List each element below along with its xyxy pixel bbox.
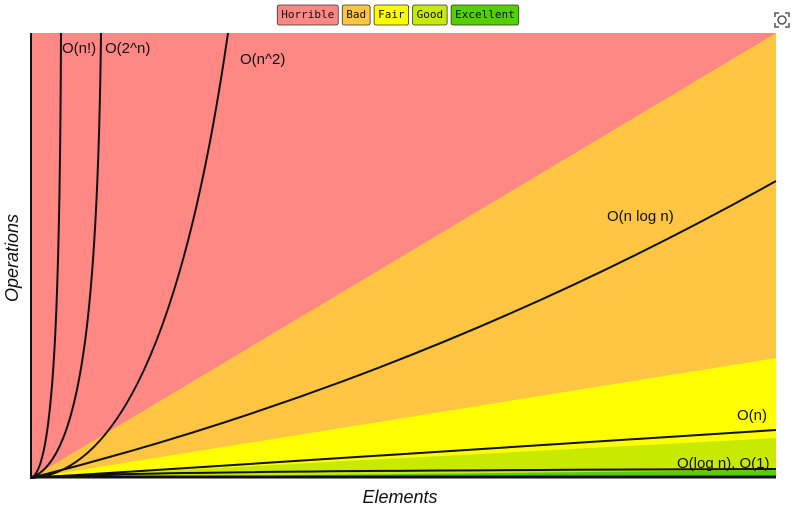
legend-label: Excellent: [455, 8, 515, 21]
legend: Horrible Bad Fair Good Excellent: [276, 4, 520, 26]
curve-label: O(n): [737, 407, 767, 424]
legend-label: Good: [417, 8, 444, 21]
curve-exponential: [30, 32, 102, 479]
curve-label: O(n^2): [240, 51, 285, 68]
legend-swatch: [450, 4, 520, 26]
y-axis-label: Operations: [2, 214, 22, 302]
legend-label: Bad: [346, 8, 366, 21]
legend-label: Fair: [378, 8, 405, 21]
legend-swatch: [373, 4, 410, 26]
legend-swatch: [341, 4, 371, 26]
legend-swatch: [412, 4, 448, 26]
curve-factorial: [30, 32, 62, 479]
curve-linearithmic: [30, 180, 777, 479]
lens-icon[interactable]: [772, 10, 792, 30]
curve-label: O(log n), O(1): [677, 455, 770, 472]
region-good: [31, 438, 776, 478]
curve-label: O(2^n): [105, 40, 150, 57]
x-axis-label: Elements: [362, 487, 437, 507]
curve-label: O(n log n): [607, 208, 674, 225]
icon-circle: [777, 15, 787, 25]
legend-label: Horrible: [281, 8, 334, 21]
curve-label: O(n!): [62, 40, 96, 57]
curve-quadratic: [30, 32, 229, 479]
icon-bg: [772, 10, 792, 30]
curve-linear: [30, 429, 777, 479]
legend-swatch: [276, 4, 339, 26]
region-bad: [31, 33, 776, 478]
icon-frame: [774, 12, 790, 28]
